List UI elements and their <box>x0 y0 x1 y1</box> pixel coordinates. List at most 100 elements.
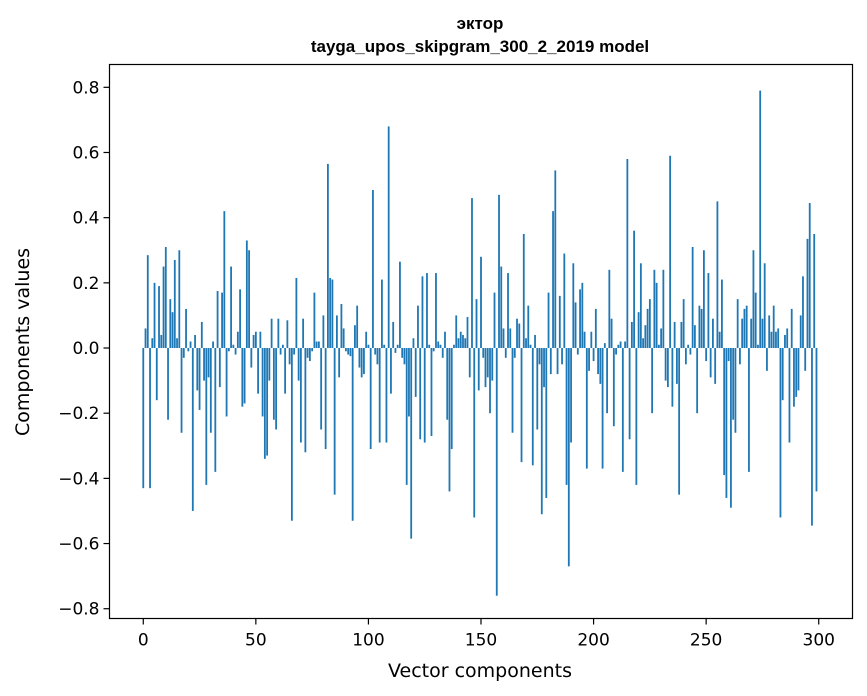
x-tick-label: 250 <box>690 631 722 651</box>
bar <box>637 312 640 349</box>
bar <box>790 308 793 349</box>
bar <box>572 263 575 349</box>
bar <box>489 348 491 414</box>
bar <box>795 348 798 397</box>
bar <box>209 348 212 433</box>
bar <box>518 323 521 349</box>
bar <box>779 348 782 518</box>
y-tick-label: −0.8 <box>58 600 99 620</box>
bar <box>633 230 635 349</box>
bar <box>761 318 764 349</box>
bar <box>529 344 532 349</box>
bar <box>378 348 381 443</box>
bar <box>507 273 509 349</box>
bar <box>709 348 712 378</box>
bar <box>793 348 795 407</box>
bar <box>304 348 307 453</box>
bar <box>455 315 458 349</box>
bar <box>450 348 453 450</box>
bar <box>173 260 176 349</box>
bar <box>646 308 649 349</box>
bar <box>750 318 753 349</box>
bar <box>811 348 813 526</box>
bar <box>239 289 241 349</box>
bar <box>448 348 451 492</box>
bar <box>227 348 230 352</box>
bar <box>558 295 561 349</box>
y-tick-label: −0.6 <box>58 535 99 555</box>
bar <box>770 331 773 349</box>
bar <box>673 321 676 349</box>
bar <box>653 269 656 349</box>
bar <box>293 348 296 355</box>
bar <box>525 338 527 349</box>
bar <box>520 348 523 463</box>
bar <box>360 348 363 378</box>
bar <box>748 348 750 472</box>
bar <box>601 348 604 469</box>
bar <box>232 344 235 349</box>
bar <box>336 315 338 349</box>
bar <box>531 348 534 466</box>
bar <box>182 348 185 358</box>
bar <box>324 348 327 450</box>
bar <box>295 277 298 349</box>
bar <box>331 279 334 349</box>
bar <box>538 348 541 365</box>
bar-series <box>142 90 818 596</box>
bar <box>171 312 174 349</box>
bar <box>417 305 419 349</box>
bar <box>372 189 374 349</box>
bar <box>441 348 444 358</box>
bar <box>223 211 226 349</box>
bar <box>554 170 557 349</box>
bar <box>356 305 359 349</box>
bar <box>322 315 325 349</box>
bar <box>540 348 543 515</box>
bar <box>446 348 449 420</box>
bar <box>212 341 214 349</box>
bar <box>354 325 356 349</box>
bar <box>347 348 350 355</box>
bar <box>365 331 368 349</box>
bar <box>707 273 710 349</box>
bar <box>473 348 476 518</box>
bar <box>178 250 181 349</box>
y-tick-label: 0.0 <box>72 339 99 359</box>
y-tick-label: −0.4 <box>58 469 99 489</box>
bar <box>693 325 696 349</box>
y-tick-label: 0.8 <box>72 78 99 98</box>
bar <box>662 269 665 349</box>
bar <box>146 255 149 349</box>
bar <box>556 348 559 375</box>
bar <box>401 348 404 358</box>
bar <box>290 348 293 521</box>
bar <box>534 334 536 349</box>
bar <box>480 256 482 349</box>
bar <box>617 344 620 349</box>
bar <box>432 348 435 352</box>
bar <box>491 348 494 381</box>
bar <box>243 348 246 404</box>
bar <box>381 279 383 349</box>
bar <box>536 348 539 430</box>
bar <box>286 320 289 349</box>
bar <box>657 344 660 349</box>
bar <box>351 348 354 521</box>
bar <box>723 348 726 476</box>
bar <box>327 163 329 349</box>
bar <box>732 348 735 420</box>
bar <box>588 348 590 371</box>
bar <box>387 126 390 349</box>
bar <box>516 318 518 349</box>
bar <box>194 334 196 349</box>
bar <box>630 321 633 349</box>
bar <box>302 318 305 349</box>
bar <box>669 155 672 349</box>
bar <box>727 348 730 362</box>
bar <box>583 331 586 349</box>
bar <box>745 305 748 349</box>
bar <box>453 344 455 349</box>
bar <box>419 348 422 440</box>
bar <box>725 348 728 498</box>
